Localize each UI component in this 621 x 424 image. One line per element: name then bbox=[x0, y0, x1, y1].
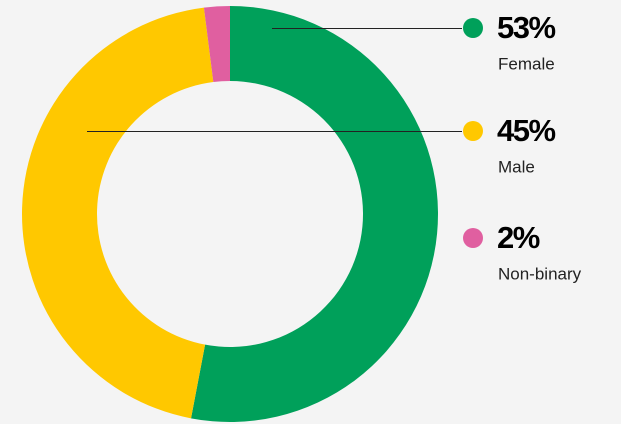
legend-value: 53% bbox=[497, 10, 555, 45]
legend-label: Male bbox=[498, 157, 535, 176]
donut bbox=[22, 6, 438, 422]
legend-label: Non-binary bbox=[498, 264, 582, 283]
legend-swatch bbox=[463, 18, 483, 38]
legend: 53% Female 45% Male 2% Non-binary bbox=[87, 10, 582, 283]
donut-slice bbox=[22, 7, 214, 419]
donut-slice bbox=[203, 6, 230, 83]
legend-label: Female bbox=[498, 54, 555, 73]
donut-slice bbox=[191, 6, 438, 422]
legend-swatch bbox=[463, 121, 483, 141]
legend-swatch bbox=[463, 228, 483, 248]
legend-value: 45% bbox=[497, 113, 555, 148]
legend-value: 2% bbox=[497, 220, 540, 255]
